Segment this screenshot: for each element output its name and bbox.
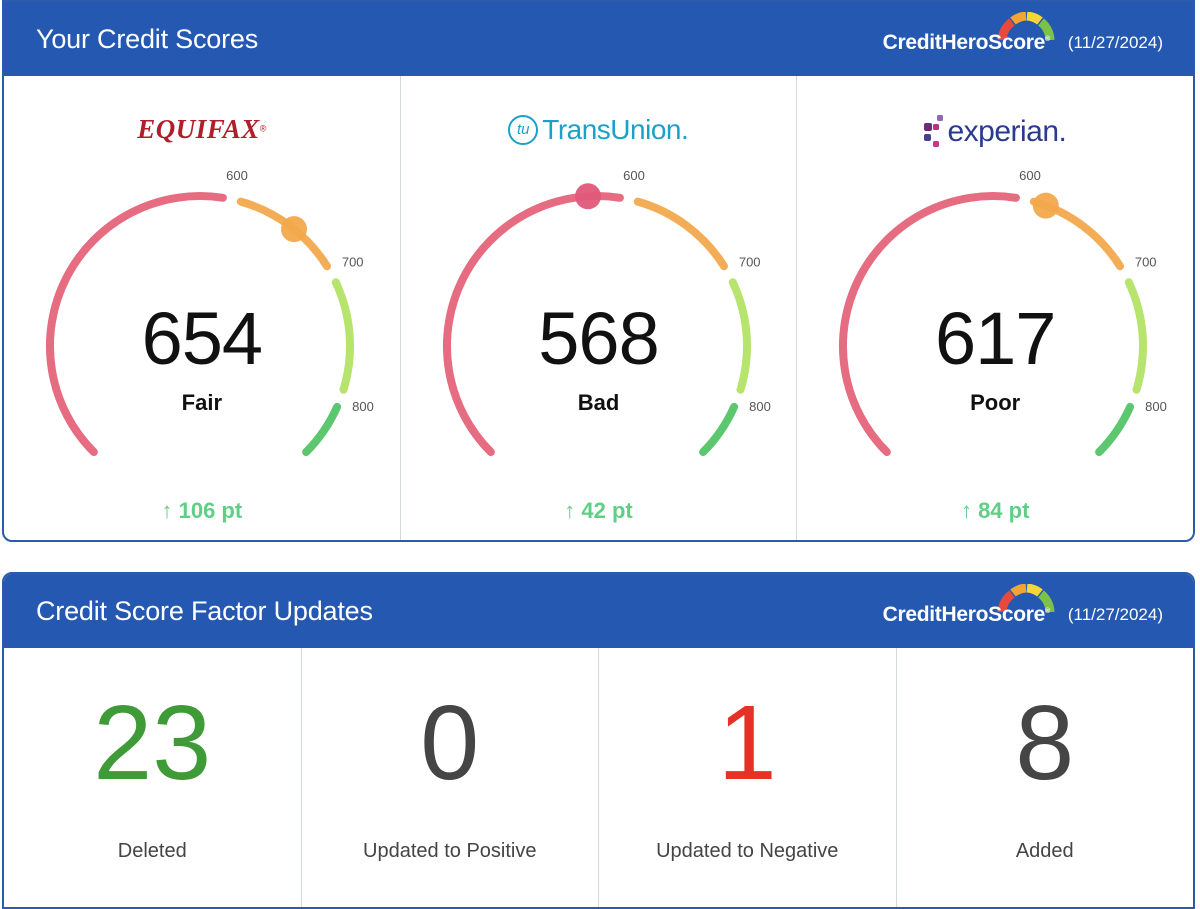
gauge-segment [46,192,227,457]
factor-count: 0 [420,684,480,802]
factor-count: 23 [93,684,212,802]
brand-mark: ® [1044,608,1050,615]
credithero-logo: CreditHeroScore® [882,574,1055,648]
score-change: ↑ 84 pt [797,498,1193,524]
transunion-logo-text: TransUnion [542,114,681,145]
gauge-marker [281,216,307,243]
arrow-up-icon: ↑ [564,498,576,523]
score-gauge: 600 700 800 [442,168,771,457]
gauge-segment [302,402,342,457]
gauge-segment [442,192,624,457]
factors-date: (11/27/2024) [1067,605,1163,624]
equifax-logo-mark: ® [259,123,267,134]
factor-updated-negative: 1 Updated to Negative [599,648,897,907]
experian-logo-text: experian [947,115,1059,148]
equifax-logo-text: EQUIFAX [137,114,260,144]
score-value: 654 [141,297,263,380]
gauge-tick-label: 700 [342,255,364,270]
brand-prefix: CreditHero [882,31,989,54]
credithero-brand: CreditHeroScore® (11/27/2024) [883,574,1163,648]
factor-deleted: 23 Deleted [4,648,302,907]
score-gauge: 600 700 800 [46,168,374,457]
factor-updated-positive: 0 Updated to Positive [302,648,599,907]
credit-scores-title: Your Credit Scores [36,23,259,54]
gauge-segment [633,197,728,271]
transunion-icon: tu [508,115,539,145]
gauge-marker [574,183,601,210]
gauge-segment [1095,402,1135,457]
credit-scores-card: Your Credit Scores CreditHeroScore® (11/… [2,0,1195,542]
score-value: 568 [538,297,659,380]
equifax-logo: EQUIFAX® [4,114,400,154]
factor-count: 1 [717,684,777,802]
score-rating: Bad [577,390,620,415]
gauge-segment [728,278,751,394]
factor-updates-card: Credit Score Factor Updates CreditHeroSc… [2,572,1195,909]
score-rating: Fair [181,390,223,415]
score-change-value: 84 pt [978,498,1030,523]
factor-added: 8 Added [897,648,1194,907]
score-rating: Poor [970,390,1021,415]
score-change: ↑ 106 pt [4,498,400,524]
gauge-experian: experian. 600 700 800 617 Poor ↑ 84 pt [797,76,1193,540]
score-gauge: 600 700 800 [839,168,1167,457]
score-value: 617 [934,297,1056,380]
gauge-tick-label: 600 [1019,168,1041,183]
gauge-segment [1125,278,1148,394]
factor-updates-header: Credit Score Factor Updates CreditHeroSc… [4,574,1193,648]
experian-logo: experian. [797,114,1193,154]
transunion-logo-mark: . [680,114,689,145]
factor-label: Updated to Negative [656,840,839,862]
factor-count: 8 [1015,684,1075,802]
brand-prefix: CreditHero [882,603,989,626]
gauge-segment [331,278,354,394]
credithero-gauge-icon [997,584,1055,613]
gauge-tick-label: 700 [1135,255,1157,270]
credithero-gauge-icon [997,12,1055,41]
credithero-logo: CreditHeroScore® [882,2,1055,76]
gauge-transunion: tu TransUnion. 600 700 800 568 Bad ↑ 42 pt [401,76,798,540]
gauge-segment [698,402,738,457]
gauge-tick-label: 800 [352,399,374,414]
scores-date: (11/27/2024) [1067,33,1163,52]
gauge-tick-label: 800 [749,399,771,414]
brand-suffix: Score [988,31,1045,54]
gauge-marker [1033,192,1060,219]
gauge-segment [839,192,1021,457]
factor-label: Added [1015,840,1074,862]
experian-dots-icon [924,115,944,147]
gauge-tick-label: 600 [226,168,248,183]
factor-label: Updated to Positive [363,840,537,862]
brand-suffix: Score [988,603,1045,626]
gauge-tick-label: 700 [739,255,761,270]
arrow-up-icon: ↑ [960,498,972,523]
gauge-tick-label: 800 [1145,399,1167,414]
arrow-up-icon: ↑ [161,498,173,523]
transunion-logo: tu TransUnion. [401,114,797,154]
gauge-tick-label: 600 [623,168,645,183]
experian-logo-mark: . [1058,115,1067,148]
score-change-value: 42 pt [581,498,633,523]
credit-scores-header: Your Credit Scores CreditHeroScore® (11/… [4,2,1193,76]
brand-mark: ® [1044,36,1050,43]
credithero-brand: CreditHeroScore® (11/27/2024) [883,2,1163,76]
score-change: ↑ 42 pt [401,498,797,524]
score-change-value: 106 pt [178,498,243,523]
gauge-equifax: EQUIFAX® 600 700 800 654 Fair ↑ 106 pt [4,76,401,540]
factor-updates-title: Credit Score Factor Updates [36,595,373,626]
factor-label: Deleted [117,840,187,862]
